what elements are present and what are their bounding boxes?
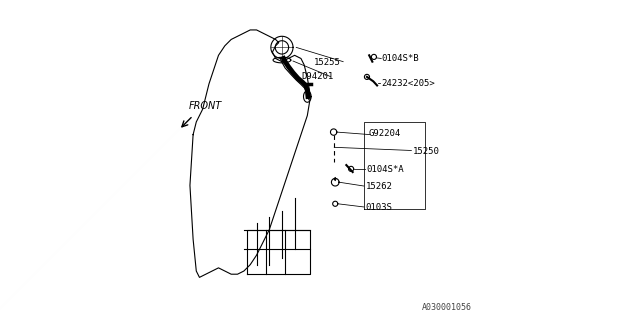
Text: 15255: 15255 — [314, 58, 341, 67]
Text: 15250: 15250 — [413, 147, 440, 156]
Text: D94201: D94201 — [301, 72, 333, 81]
Text: 0104S*B: 0104S*B — [382, 54, 419, 63]
Text: FRONT: FRONT — [188, 101, 221, 111]
Text: G92204: G92204 — [368, 130, 401, 139]
Text: 0103S: 0103S — [365, 203, 392, 212]
Text: 15262: 15262 — [365, 182, 392, 191]
Text: 0104S*A: 0104S*A — [366, 165, 404, 174]
Text: 24232<205>: 24232<205> — [381, 79, 435, 88]
Text: A030001056: A030001056 — [422, 303, 472, 312]
